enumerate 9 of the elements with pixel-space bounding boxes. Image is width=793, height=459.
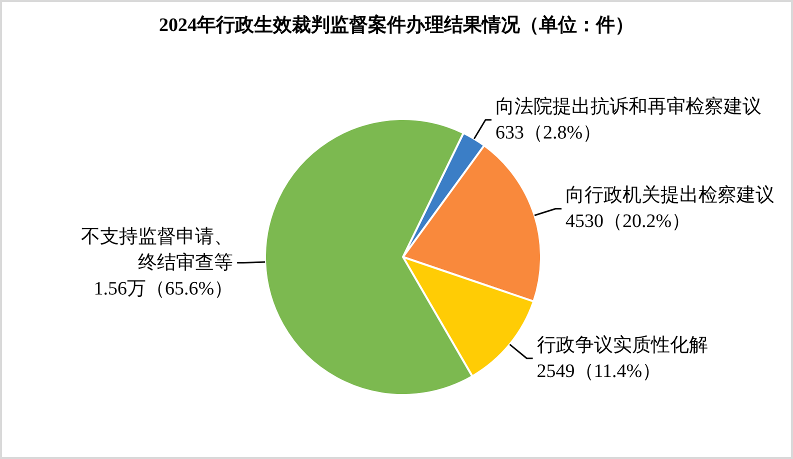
data-label: 4530（20.2%） — [566, 211, 691, 232]
data-label: 1.56万（65.6%） — [94, 278, 234, 300]
slice-label: 向行政机关提出检察建议 — [566, 184, 775, 206]
slice-label: 行政争议实质性化解 — [536, 334, 708, 356]
data-label: 633（2.8%） — [496, 122, 602, 144]
chart-title: 2024年行政生效裁判监督案件办理结果情况（单位：件） — [158, 13, 635, 38]
slice-label: 向法院提出抗诉和再审检察建议 — [496, 95, 762, 118]
data-label: 2549（11.4%） — [536, 360, 662, 382]
slice-label: 不支持监督申请、终结审查等 — [81, 226, 234, 274]
